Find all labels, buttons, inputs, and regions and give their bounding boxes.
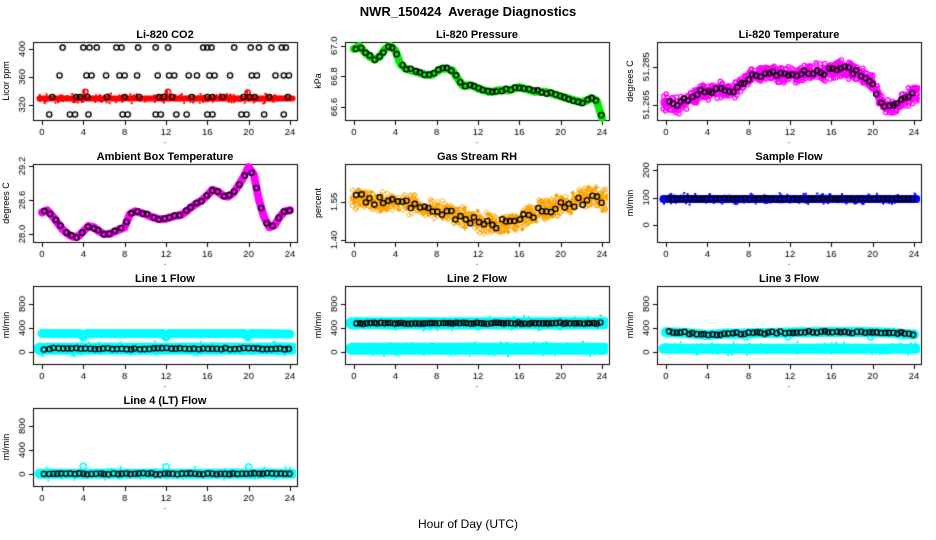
y-axis-label: ml/min xyxy=(1,433,11,461)
y-axis-label: ml/min xyxy=(625,311,635,339)
chart-line-1-flow: Line 1 Flow ml/min xyxy=(0,273,312,396)
chart-li820-temperature: Li-820 Temperature degrees C xyxy=(624,29,936,152)
plot-canvas xyxy=(312,274,624,396)
y-axis-label: ml/min xyxy=(625,189,635,217)
y-axis-label: Licor ppm xyxy=(1,61,11,101)
chart-line-2-flow: Line 2 Flow ml/min xyxy=(312,273,624,396)
chart-title: Ambient Box Temperature xyxy=(96,151,234,163)
chart-title: Line 2 Flow xyxy=(447,273,507,285)
y-axis-label: kPa xyxy=(313,73,323,89)
plot-canvas xyxy=(624,152,936,274)
chart-line-3-flow: Line 3 Flow ml/min xyxy=(624,273,936,396)
plot-canvas xyxy=(0,396,312,518)
y-axis-label: ml/min xyxy=(1,311,11,339)
plot-canvas xyxy=(0,30,312,152)
chart-gas-stream-rh: Gas Stream RH percent xyxy=(312,151,624,274)
chart-line-4-lt-flow: Line 4 (LT) Flow ml/min xyxy=(0,395,312,518)
figure-title: NWR_150424 Average Diagnostics xyxy=(359,4,577,19)
chart-sample-flow: Sample Flow ml/min xyxy=(624,151,936,274)
plot-canvas xyxy=(312,152,624,274)
y-axis-label: percent xyxy=(313,187,323,219)
y-axis-label: ml/min xyxy=(313,311,323,339)
plot-canvas xyxy=(624,274,936,396)
chart-li820-co2: Li-820 CO2 Licor ppm xyxy=(0,29,312,152)
y-axis-label: degrees C xyxy=(1,182,11,224)
chart-title: Line 4 (LT) Flow xyxy=(123,395,207,407)
y-axis-label: degrees C xyxy=(625,60,635,102)
plot-canvas xyxy=(0,274,312,396)
chart-ambient-box-temperature: Ambient Box Temperature degrees C xyxy=(0,151,312,274)
chart-title: Li-820 Pressure xyxy=(436,29,518,41)
chart-title: Gas Stream RH xyxy=(436,151,518,163)
chart-title: Li-820 Temperature xyxy=(738,29,840,41)
chart-title: Li-820 CO2 xyxy=(136,29,194,41)
x-axis-label: Hour of Day (UTC) xyxy=(417,517,518,531)
chart-title: Sample Flow xyxy=(755,151,823,163)
chart-li820-pressure: Li-820 Pressure kPa xyxy=(312,29,624,152)
plot-canvas xyxy=(0,152,312,274)
chart-title: Line 3 Flow xyxy=(759,273,819,285)
plot-canvas xyxy=(312,30,624,152)
plot-canvas xyxy=(624,30,936,152)
chart-title: Line 1 Flow xyxy=(135,273,195,285)
